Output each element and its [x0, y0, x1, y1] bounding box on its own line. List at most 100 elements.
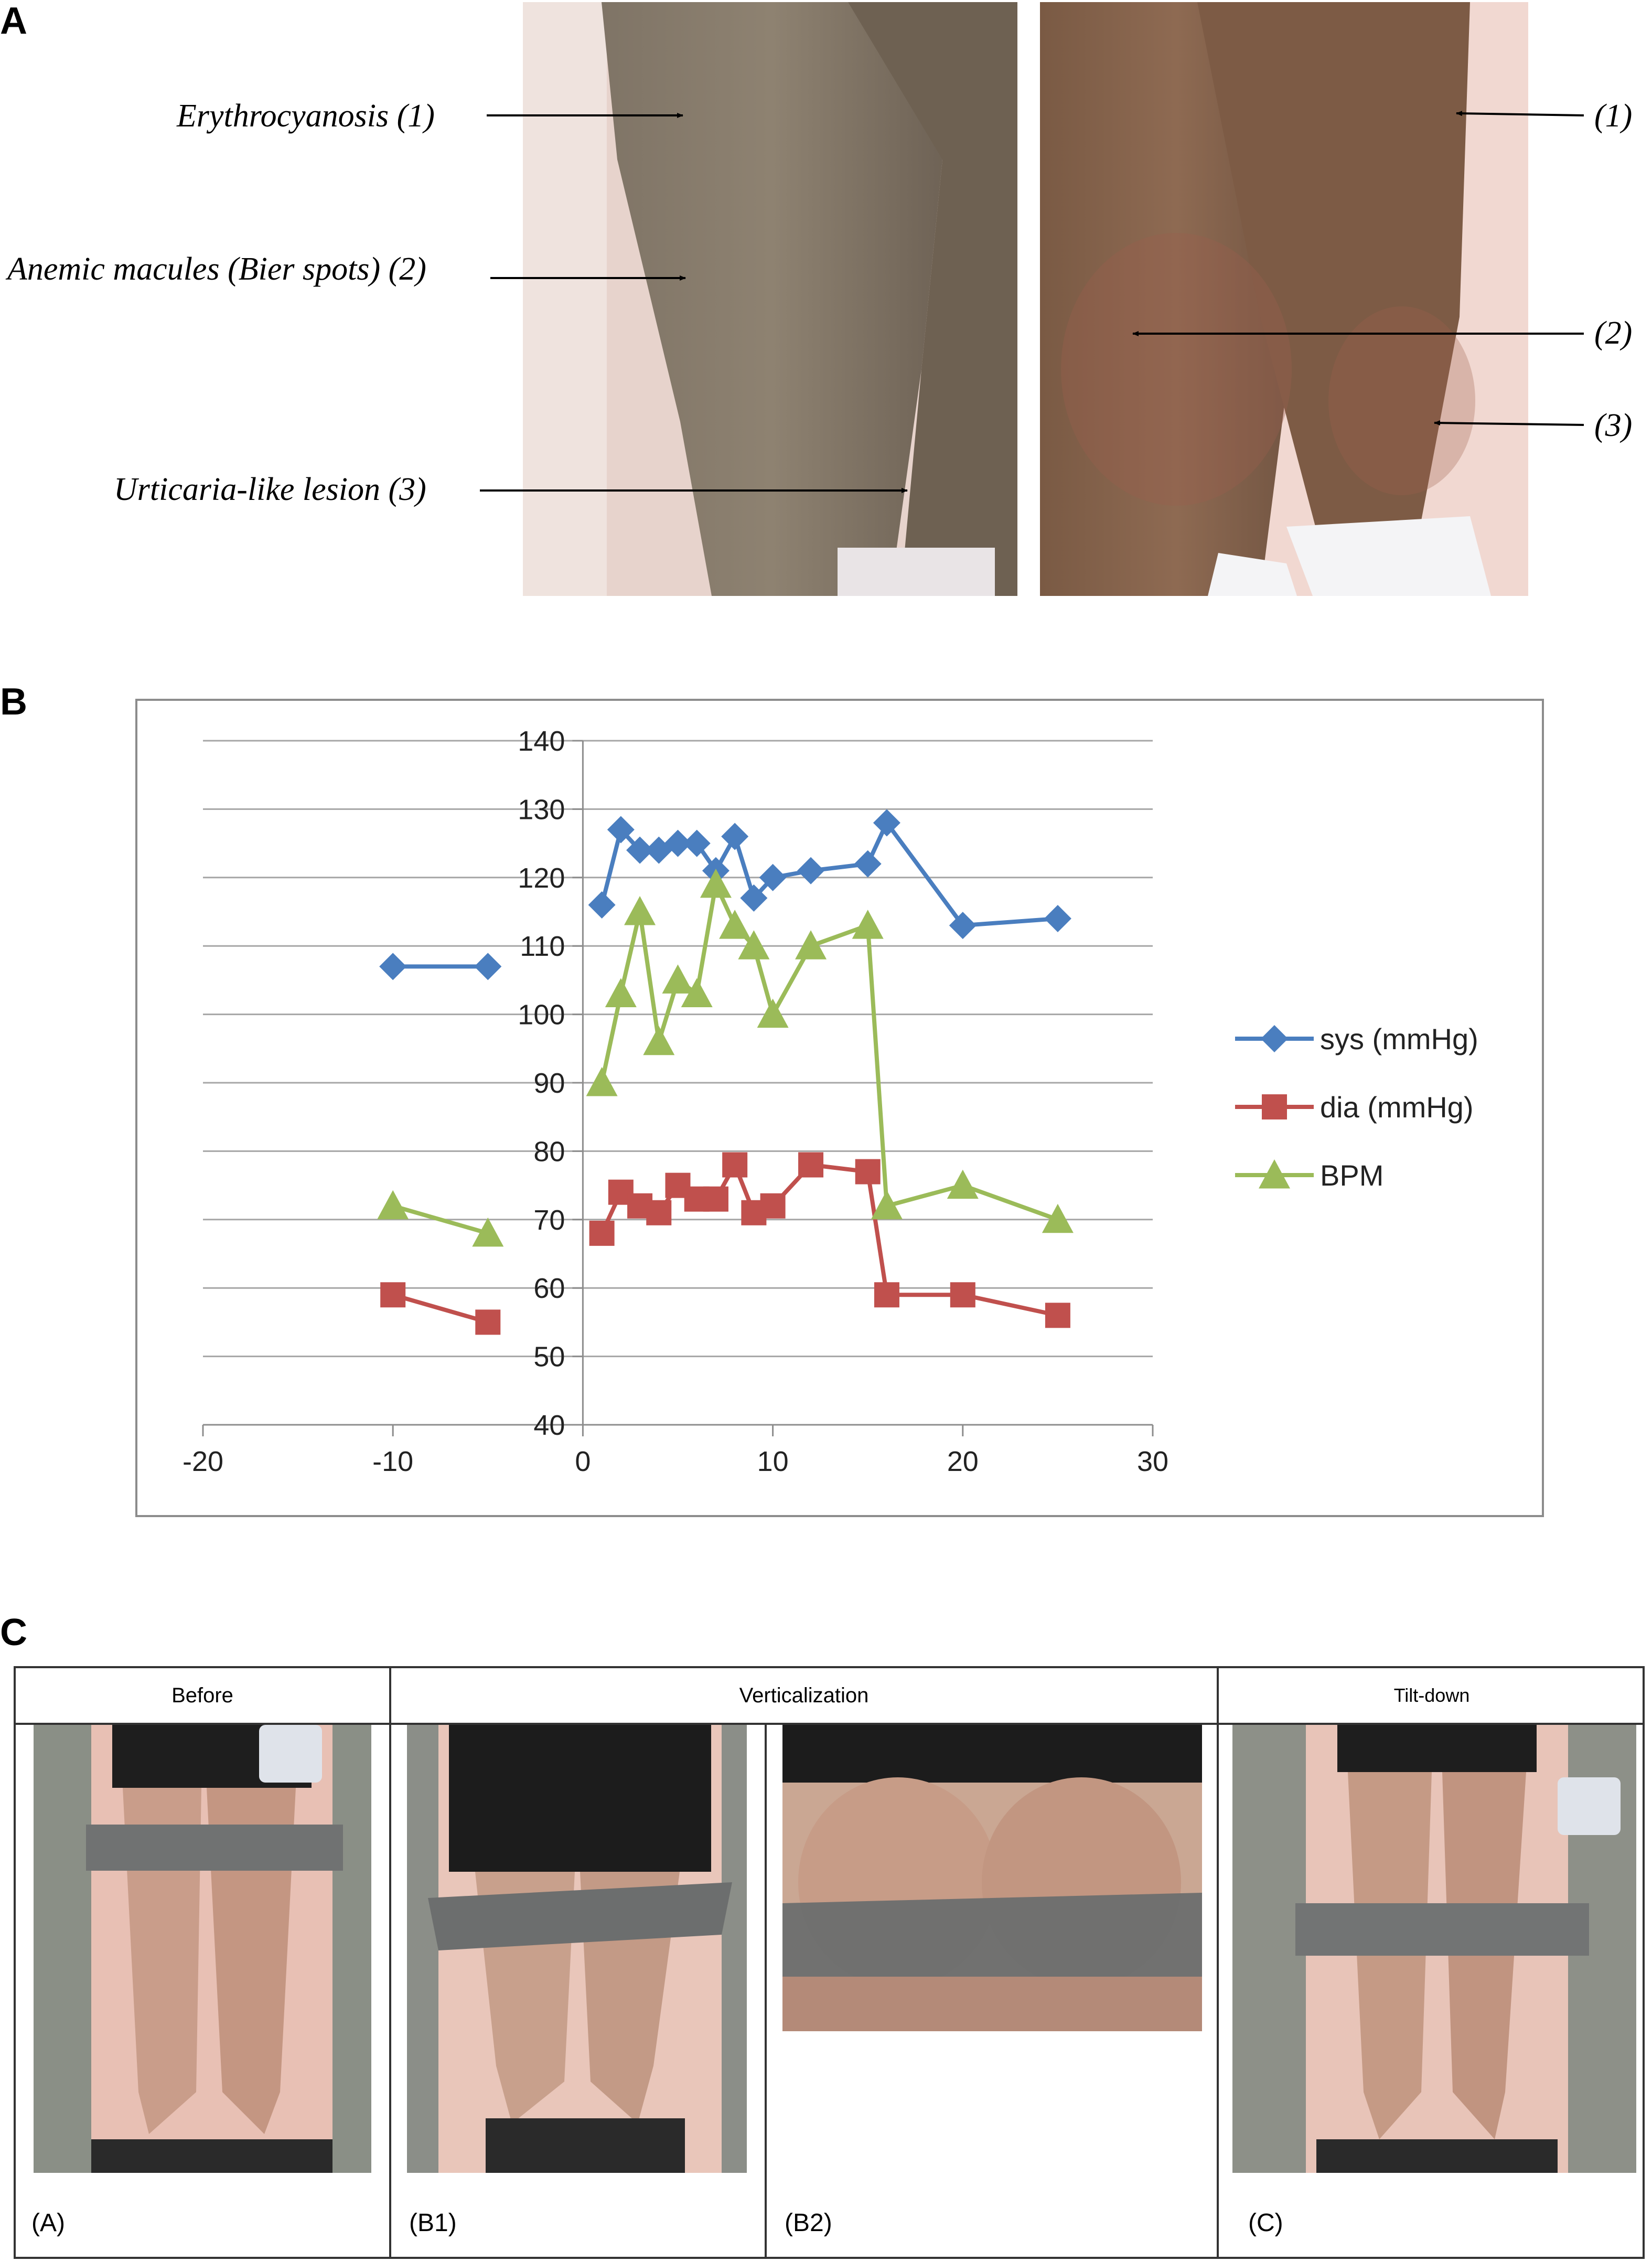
data-point-bpm — [605, 978, 637, 1007]
panel-b-letter: B — [0, 681, 27, 723]
col-divider-2 — [765, 1723, 767, 2257]
data-point-dia — [874, 1282, 899, 1308]
data-point-bpm — [738, 930, 770, 959]
data-point-sys — [740, 884, 768, 912]
caption-b1: (B1) — [409, 2209, 457, 2237]
y-tick-label: 140 — [518, 726, 565, 757]
data-point-bpm — [624, 896, 656, 925]
series-line-bpm-0 — [392, 1203, 489, 1235]
col-divider-1 — [389, 1668, 391, 2257]
y-tick-label: 80 — [533, 1136, 565, 1167]
annotation-right-3: (3) — [1594, 408, 1633, 443]
y-tick-label: 100 — [518, 999, 565, 1031]
data-point-bpm — [472, 1217, 504, 1247]
annotation-anemic-macules: Anemic macules (Bier spots) (2) — [7, 251, 426, 287]
legend-label: BPM — [1320, 1159, 1383, 1192]
y-tick-label: 50 — [533, 1341, 565, 1373]
col-divider-3 — [1217, 1668, 1219, 2257]
legend-marker-0 — [1261, 1025, 1288, 1052]
legend-label: sys (mmHg) — [1320, 1022, 1478, 1055]
caption-b2: (B2) — [785, 2209, 832, 2237]
data-point-sys — [721, 823, 749, 850]
data-point-bpm — [1042, 1203, 1074, 1233]
x-tick-label: 30 — [1137, 1446, 1168, 1477]
data-point-dia — [589, 1220, 615, 1246]
legend-marker-2 — [1259, 1159, 1290, 1189]
data-point-dia — [380, 1282, 406, 1308]
y-tick-label: 130 — [518, 794, 565, 825]
caption-a: (A) — [31, 2209, 65, 2237]
y-tick-label: 60 — [533, 1273, 565, 1304]
header-verticalization: Verticalization — [739, 1683, 869, 1707]
annotation-urticaria-like-lesion: Urticaria-like lesion (3) — [114, 472, 426, 507]
data-point-bpm — [700, 868, 732, 898]
y-tick-label: 70 — [533, 1204, 565, 1236]
data-point-bpm — [681, 978, 713, 1007]
data-point-dia — [760, 1193, 786, 1219]
header-divider — [16, 1723, 1643, 1725]
header-before: Before — [171, 1683, 233, 1707]
data-point-bpm — [719, 910, 751, 939]
x-tick-label: -10 — [372, 1446, 413, 1477]
leg-photo-right — [1040, 2, 1528, 596]
x-tick-label: 0 — [575, 1446, 591, 1477]
annotation-right-2: (2) — [1594, 315, 1633, 351]
data-point-bpm — [871, 1190, 903, 1220]
x-tick-label: 20 — [947, 1446, 979, 1477]
data-point-bpm — [947, 1169, 979, 1199]
data-point-sys — [607, 816, 635, 844]
data-point-sys — [474, 953, 502, 980]
data-point-bpm — [757, 998, 789, 1028]
data-point-sys — [1044, 905, 1071, 933]
series-line-dia-0 — [392, 1293, 489, 1325]
data-point-bpm — [795, 930, 827, 959]
data-point-sys — [949, 912, 977, 940]
caption-c: (C) — [1248, 2209, 1283, 2237]
panel-c-letter: C — [0, 1612, 27, 1654]
tilt-test-table: Before Verticalization Tilt-down — [14, 1666, 1645, 2259]
y-tick-label: 90 — [533, 1068, 565, 1099]
data-point-dia — [646, 1200, 672, 1225]
y-tick-label: 110 — [520, 931, 565, 962]
data-point-dia — [950, 1282, 975, 1308]
data-point-sys — [664, 829, 692, 857]
data-point-sys — [759, 863, 787, 891]
data-point-sys — [683, 829, 711, 857]
photo-tilt-down — [1232, 1725, 1636, 2173]
data-point-bpm — [586, 1067, 618, 1096]
data-point-dia — [1045, 1303, 1070, 1328]
arrow-right-3 — [1434, 420, 1584, 426]
data-point-bpm — [852, 910, 884, 939]
photo-verticalization-b2 — [782, 1725, 1202, 2031]
data-point-bpm — [377, 1190, 409, 1220]
bp-heart-rate-chart: -20 -10 0 10 20 30 40 50 60 70 80 90 100 110 120 130 140… — [183, 726, 1478, 1477]
data-point-dia — [722, 1152, 748, 1178]
data-point-dia — [798, 1152, 824, 1178]
data-point-sys — [873, 809, 900, 837]
data-point-sys — [626, 836, 654, 864]
data-point-dia — [855, 1159, 881, 1185]
arrow-right-1 — [1456, 111, 1584, 116]
data-point-dia — [703, 1186, 728, 1212]
data-point-sys — [588, 891, 616, 919]
y-tick-label: 40 — [533, 1410, 565, 1441]
data-point-bpm — [662, 964, 694, 994]
photo-verticalization-b1 — [407, 1725, 747, 2173]
x-tick-label: 10 — [757, 1446, 789, 1477]
annotation-erythrocyanosis: Erythrocyanosis (1) — [177, 98, 435, 134]
x-tick-label: -20 — [183, 1446, 223, 1477]
data-point-dia — [475, 1309, 501, 1335]
panel-a-letter: A — [0, 0, 27, 42]
photo-before — [34, 1725, 371, 2173]
header-tilt-down: Tilt-down — [1393, 1684, 1470, 1706]
legend-label: dia (mmHg) — [1320, 1091, 1473, 1124]
data-point-sys — [379, 953, 407, 980]
data-point-sys — [854, 850, 882, 878]
leg-photo-left — [523, 2, 1017, 596]
data-point-bpm — [643, 1026, 675, 1055]
y-tick-label: 120 — [518, 862, 565, 894]
data-point-sys — [797, 857, 825, 884]
annotation-arrows — [480, 111, 1584, 493]
annotation-right-1: (1) — [1594, 98, 1633, 134]
legend-marker-1 — [1262, 1094, 1287, 1119]
